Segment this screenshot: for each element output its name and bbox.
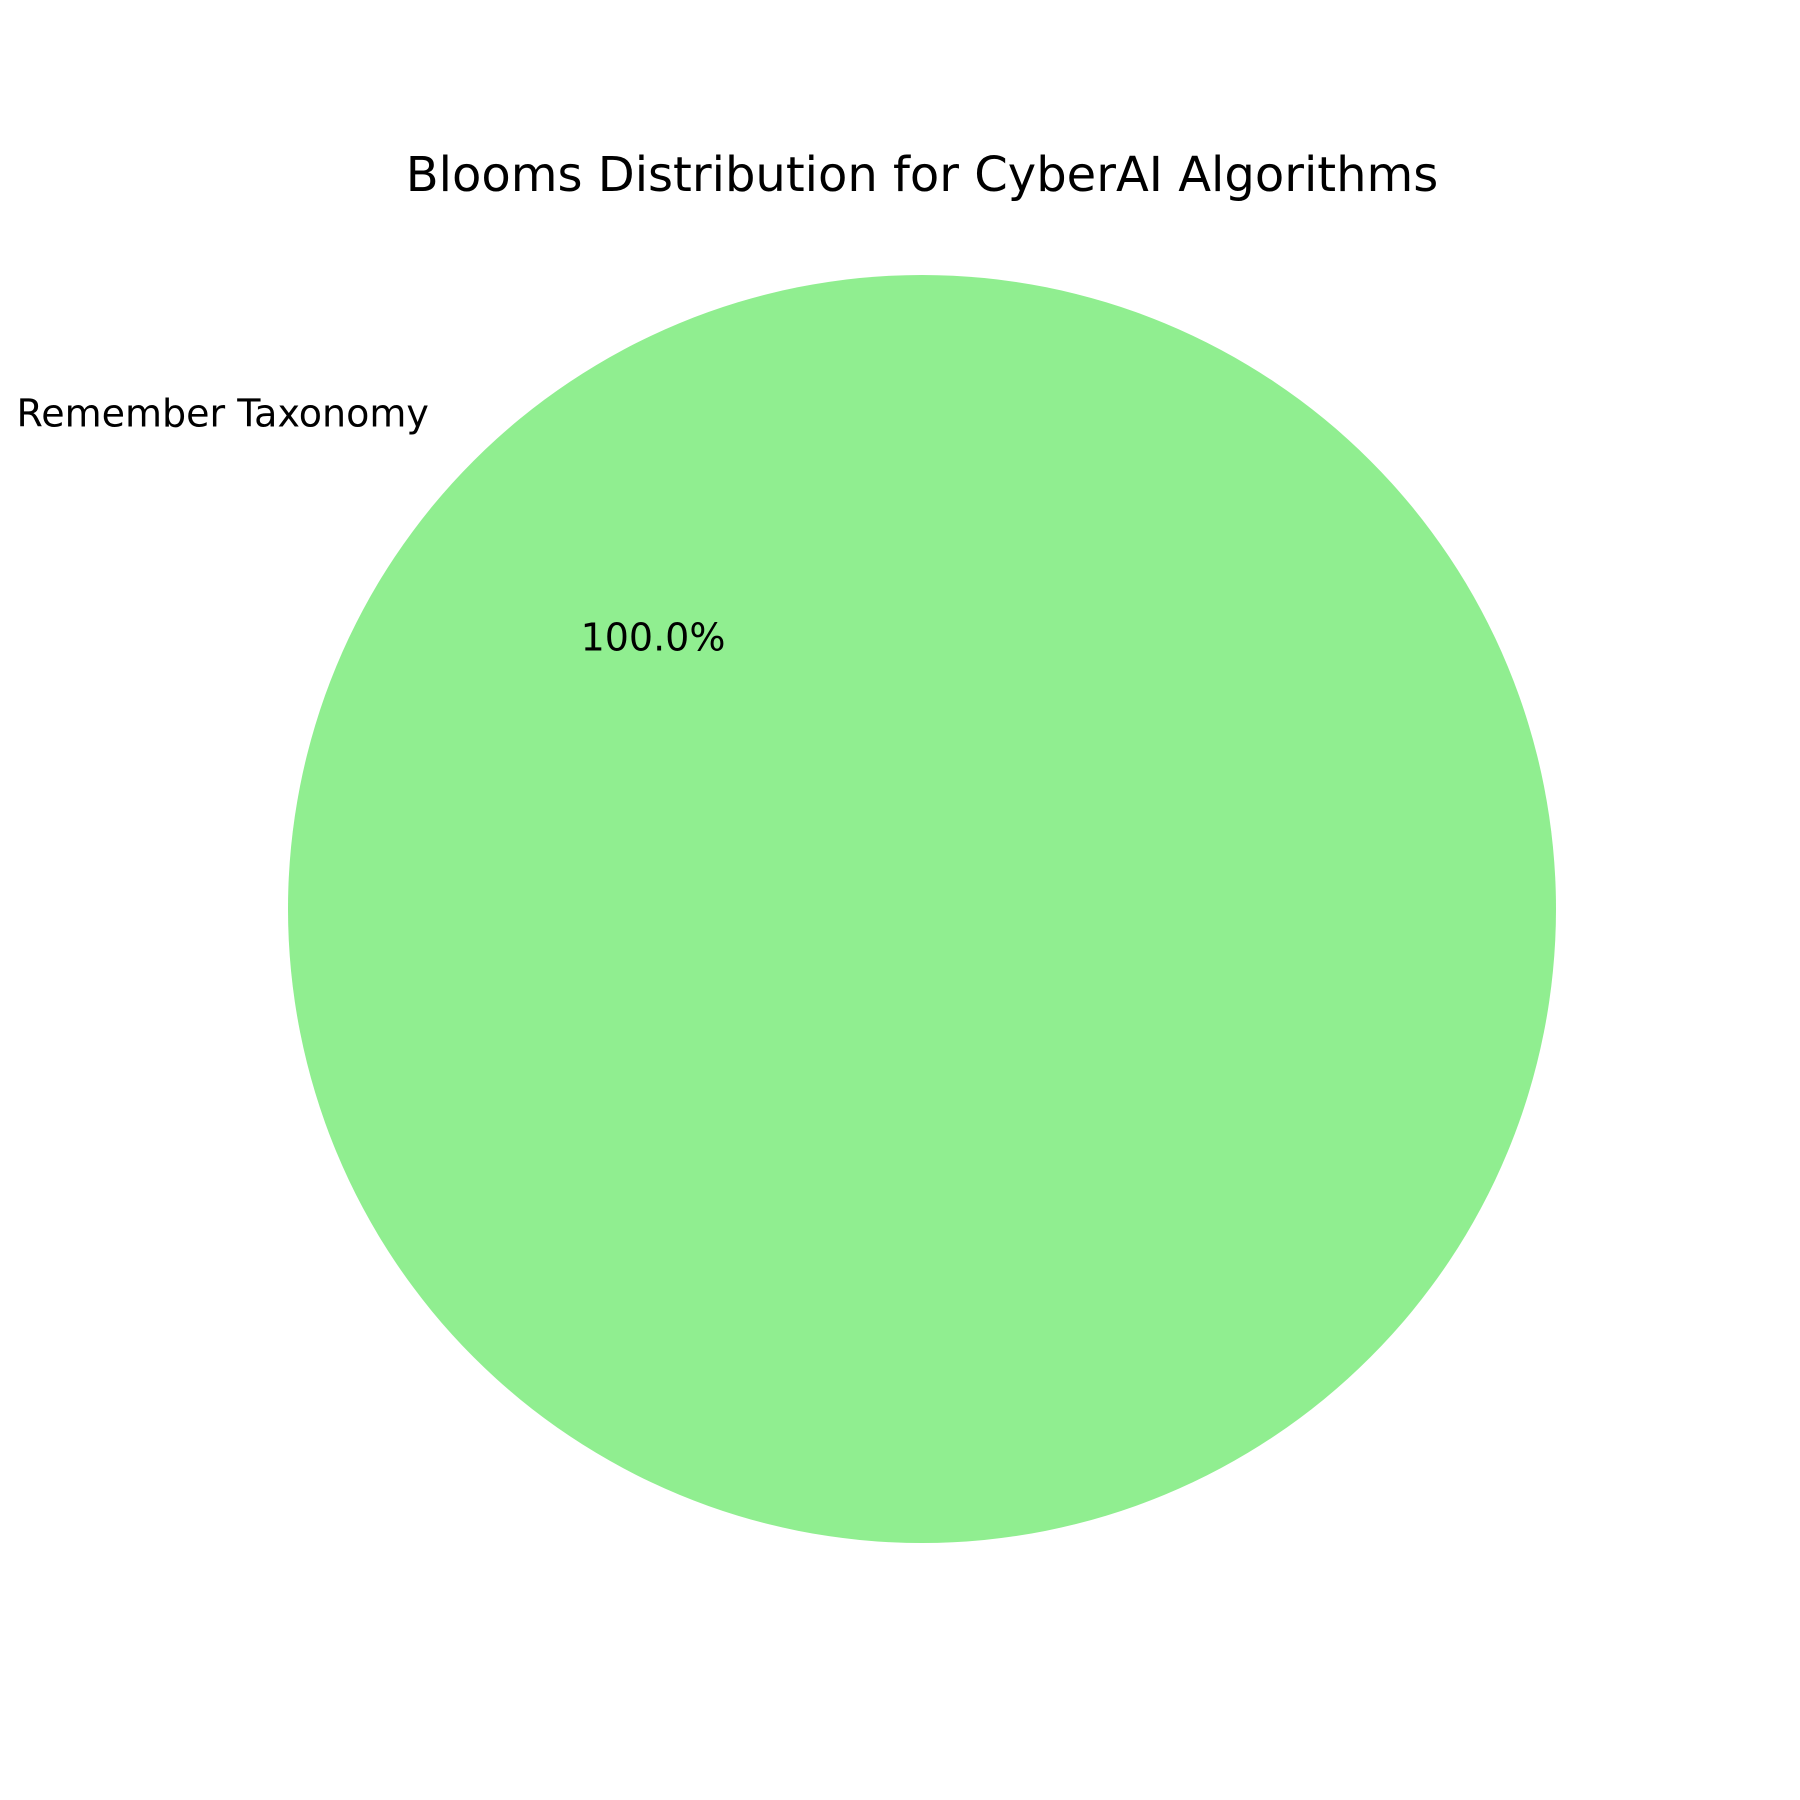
pie-slice xyxy=(288,275,1556,1543)
pie-labels: 100.0% Remember Taxonomy xyxy=(17,391,726,659)
pie-slices xyxy=(288,275,1556,1543)
slice-category-label: Remember Taxonomy xyxy=(17,391,429,435)
slice-percent-label: 100.0% xyxy=(581,616,726,660)
chart-title: Blooms Distribution for CyberAI Algorith… xyxy=(406,147,1439,203)
